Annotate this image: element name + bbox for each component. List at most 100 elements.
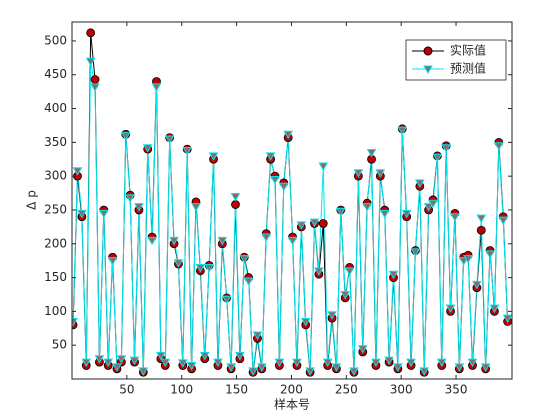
marker (86, 28, 96, 38)
y-tick-label: 150 (44, 270, 67, 284)
marker (388, 270, 399, 280)
marker (72, 167, 83, 176)
marker (384, 356, 394, 366)
marker (493, 142, 504, 151)
marker (270, 176, 280, 185)
y-tick-label: 450 (44, 67, 67, 81)
marker (195, 263, 206, 273)
marker (182, 146, 193, 156)
marker (318, 162, 329, 172)
y-tick-label: 250 (44, 202, 67, 216)
marker (186, 361, 197, 371)
series-line (72, 61, 509, 371)
marker (107, 257, 118, 266)
marker (331, 363, 342, 372)
y-tick-label: 100 (44, 304, 67, 318)
marker (147, 236, 157, 246)
marker (436, 358, 447, 368)
marker (173, 259, 184, 268)
marker (230, 192, 241, 202)
marker (177, 359, 188, 368)
x-tick-label: 300 (390, 383, 413, 397)
marker (366, 148, 377, 158)
y-tick-label: 300 (44, 169, 67, 183)
y-tick-label: 50 (52, 338, 67, 352)
marker (94, 355, 105, 364)
marker (129, 356, 140, 366)
marker (248, 367, 258, 376)
marker (454, 363, 465, 372)
marker (134, 203, 144, 212)
marker (208, 152, 219, 161)
marker (231, 200, 240, 209)
marker (151, 83, 162, 92)
marker (217, 236, 228, 246)
marker (296, 221, 307, 230)
marker (485, 250, 495, 259)
marker (243, 277, 254, 286)
x-tick-label: 100 (170, 383, 193, 397)
marker (414, 179, 425, 188)
axes-box (71, 21, 513, 380)
marker (476, 225, 486, 235)
marker (335, 207, 346, 217)
marker (401, 209, 412, 219)
legend-marker (423, 46, 433, 56)
marker (164, 135, 175, 144)
x-tick-label: 150 (225, 383, 248, 397)
x-axis-label: 样本号 (274, 397, 310, 412)
marker (142, 144, 153, 153)
marker (498, 216, 509, 226)
y-tick-label: 500 (44, 33, 67, 47)
marker (397, 126, 408, 136)
marker (441, 144, 452, 153)
y-axis-label: Δ p (25, 190, 39, 210)
x-tick-label: 50 (119, 383, 134, 397)
marker (393, 363, 403, 372)
marker (213, 358, 223, 368)
marker (169, 236, 179, 246)
legend-label: 实际值 (450, 43, 486, 58)
marker (423, 203, 434, 212)
y-tick-label: 400 (44, 101, 67, 115)
marker (103, 358, 114, 368)
marker (318, 219, 328, 228)
marker (191, 203, 201, 212)
marker (283, 130, 294, 140)
marker (90, 75, 100, 84)
marker (472, 280, 482, 290)
x-tick-label: 200 (280, 383, 303, 397)
marker (287, 236, 298, 246)
plot-area (72, 28, 512, 377)
marker (278, 182, 289, 192)
marker (98, 209, 109, 219)
marker (265, 152, 276, 161)
marker (90, 83, 100, 92)
marker (502, 314, 512, 324)
marker (81, 358, 92, 368)
x-tick-label: 350 (445, 383, 468, 397)
marker (379, 209, 390, 219)
marker (204, 263, 215, 273)
marker (480, 363, 491, 372)
marker (160, 358, 171, 368)
marker (353, 169, 364, 178)
marker (235, 351, 245, 361)
marker (199, 351, 210, 361)
marker (432, 153, 443, 163)
marker (357, 345, 368, 354)
marker (445, 304, 456, 314)
marker (138, 367, 149, 376)
marker (309, 218, 320, 228)
marker (428, 199, 438, 209)
marker (256, 363, 267, 372)
marker (305, 367, 315, 376)
marker (463, 255, 473, 264)
y-tick-label: 350 (44, 135, 67, 149)
marker (322, 358, 333, 368)
marker (77, 209, 87, 219)
marker (450, 213, 460, 222)
marker (327, 311, 337, 320)
